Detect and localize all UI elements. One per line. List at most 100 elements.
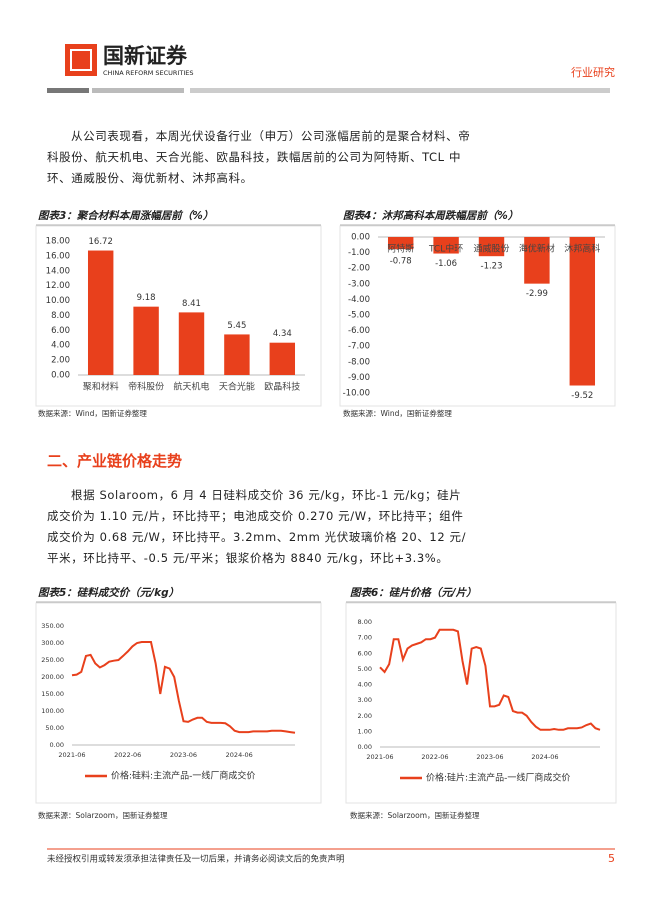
page-number: 5 [608, 852, 615, 865]
bar [524, 237, 550, 284]
rule-light [190, 88, 610, 93]
x-tick-label: 聚和材料 [83, 381, 119, 393]
x-tick-label: 2023-06 [476, 753, 503, 761]
paragraph: 从公司表现看，本周光伏设备行业（申万）公司涨幅居前的是聚合材料、帝科股份、航天机… [47, 129, 471, 185]
y-tick-label: 150.00 [41, 690, 64, 698]
chart-title: 图表5：硅料成交价（元/kg） [38, 586, 179, 599]
category: 行业研究 [571, 65, 615, 79]
y-tick-label: -4.00 [348, 295, 370, 305]
section-heading: 二、产业链价格走势 [47, 452, 183, 470]
y-tick-label: 6.00 [51, 326, 70, 336]
y-tick-label: 8.00 [51, 311, 70, 321]
y-tick-label: -5.00 [348, 311, 370, 321]
logo-en: CHINA REFORM SECURITIES [103, 69, 193, 77]
chart-frame [35, 602, 322, 804]
x-tick-label: 2021-06 [366, 753, 393, 761]
y-tick-label: 4.00 [358, 681, 372, 689]
x-tick-label: 2024-06 [531, 753, 558, 761]
bar [87, 250, 114, 375]
x-tick-label: 天合光能 [219, 381, 255, 393]
chart-frame [345, 602, 617, 804]
y-tick-label: -10.00 [343, 389, 370, 399]
value-label: 8.41 [182, 299, 201, 309]
value-label: -0.78 [390, 257, 412, 267]
chart-source: 数据来源：Wind，国新证券整理 [343, 408, 452, 418]
y-tick-label: 0.00 [351, 233, 370, 243]
y-tick-label: 6.00 [358, 649, 372, 657]
bar [478, 237, 505, 257]
y-tick-label: 5.00 [358, 665, 372, 673]
disclaimer: 未经授权引用或转发须承担法律责任及一切后果，并请务必阅读文后的免责声明 [47, 854, 345, 865]
paragraph: 根据 Solaroom，6 月 4 日硅料成交价 36 元/kg，环比-1 元/… [47, 488, 467, 565]
legend-label: 价格:硅片:主流产品-一线厂商成交价 [426, 772, 570, 784]
line-series [379, 628, 601, 731]
value-label: -1.06 [435, 259, 457, 269]
chart-title: 图表3：聚合材料本周涨幅居前（%） [38, 209, 213, 222]
y-tick-label: 8.00 [358, 618, 372, 626]
y-tick-label: 200.00 [41, 673, 64, 681]
y-tick-label: 12.00 [46, 281, 70, 291]
value-label: 5.45 [227, 321, 246, 331]
y-tick-label: 3.00 [358, 696, 372, 704]
bar [269, 342, 296, 375]
rule-mid [92, 88, 184, 93]
y-tick-label: 50.00 [45, 724, 64, 732]
y-tick-label: 18.00 [46, 237, 70, 247]
y-tick-label: -8.00 [348, 357, 370, 367]
line-series [71, 640, 296, 734]
y-tick-label: 4.00 [51, 341, 70, 351]
y-tick-label: 350.00 [41, 622, 64, 630]
x-tick-label: 2024-06 [226, 751, 253, 759]
value-label: -2.99 [526, 289, 548, 299]
x-tick-label: 航天机电 [173, 381, 209, 393]
chart-source: 数据来源：Wind，国新证券整理 [38, 408, 147, 418]
y-tick-label: 0.00 [358, 743, 372, 751]
value-label: 4.34 [273, 329, 292, 339]
y-tick-label: -7.00 [348, 342, 370, 352]
legend-label: 价格:硅料:主流产品-一线厂商成交价 [111, 770, 255, 782]
x-tick-label: 阿特斯 [387, 243, 414, 255]
y-tick-label: 14.00 [46, 266, 70, 276]
bar [133, 306, 159, 375]
x-tick-label: 帝科股份 [128, 381, 164, 393]
y-tick-label: 2.00 [358, 712, 372, 720]
chart-source: 数据来源：Solarzoom，国新证券整理 [350, 810, 480, 820]
x-tick-label: 2021-06 [58, 751, 85, 759]
y-tick-label: 7.00 [358, 634, 372, 642]
bar [224, 334, 250, 375]
x-tick-label: 2022-06 [421, 753, 448, 761]
bar [569, 237, 596, 386]
x-tick-label: 2023-06 [170, 751, 197, 759]
y-tick-label: -9.00 [348, 373, 370, 383]
y-tick-label: 100.00 [41, 707, 64, 715]
logo-icon [65, 44, 97, 76]
logo-icon-inner [70, 49, 92, 71]
chart-title: 图表6：硅片价格（元/片） [350, 586, 477, 599]
logo-cn: 国新证券 [103, 44, 188, 68]
x-tick-label: 欧晶科技 [264, 381, 300, 393]
y-tick-label: 0.00 [51, 371, 70, 381]
y-tick-label: 0.00 [50, 741, 64, 749]
value-label: 9.18 [137, 293, 156, 303]
rule-dark [47, 88, 89, 93]
x-tick-label: 2022-06 [114, 751, 141, 759]
y-tick-label: 2.00 [51, 356, 70, 366]
x-tick-label: 通威股份 [473, 243, 509, 255]
chart-source: 数据来源：Solarzoom，国新证券整理 [38, 810, 168, 820]
y-tick-label: -2.00 [348, 264, 370, 274]
y-tick-label: 1.00 [358, 727, 372, 735]
x-tick-label: 沐邦高科 [564, 243, 600, 255]
y-tick-label: 16.00 [46, 251, 70, 261]
bar [387, 237, 414, 250]
y-tick-label: -6.00 [348, 326, 370, 336]
value-label: 16.72 [89, 237, 113, 247]
bar [433, 237, 459, 254]
x-tick-label: 海优新材 [519, 243, 555, 255]
value-label: -9.52 [571, 391, 593, 401]
y-tick-label: 10.00 [46, 296, 70, 306]
x-tick-label: TCL中环 [428, 243, 463, 255]
chart-title: 图表4：沐邦高科本周跌幅居前（%） [343, 209, 518, 222]
y-tick-label: 250.00 [41, 656, 64, 664]
y-tick-label: 300.00 [41, 639, 64, 647]
